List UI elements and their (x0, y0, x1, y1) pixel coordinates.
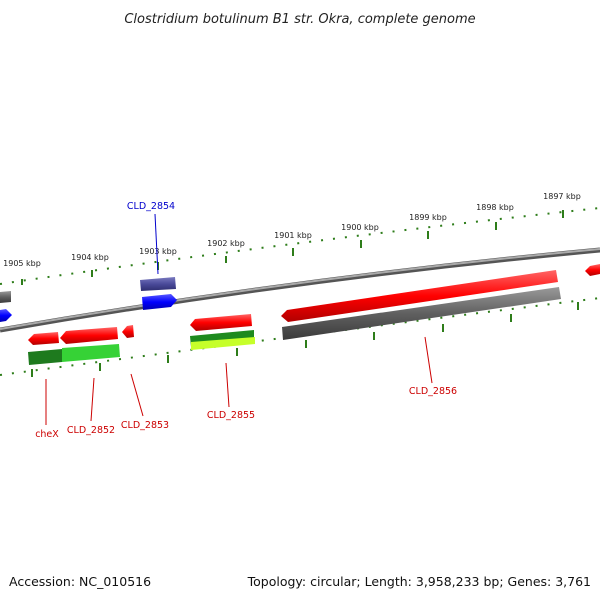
label-chex[interactable]: cheX (35, 429, 59, 440)
outer-major-ticks (21, 210, 564, 285)
tick-label: 1904 kbp (71, 253, 109, 262)
tick-label: 1901 kbp (274, 231, 312, 240)
blue-feature-cld2854[interactable] (142, 294, 177, 310)
gray-feature-edge-left[interactable] (0, 291, 11, 303)
green-feature-chex (28, 349, 62, 365)
map-title: Clostridium botulinum B1 str. Okra, comp… (124, 12, 475, 27)
label-cld2855[interactable]: CLD_2855 (207, 410, 255, 421)
gray-cds-track (282, 287, 561, 340)
green-feature-cld2852 (62, 344, 120, 362)
tick-label: 1905 kbp (3, 259, 41, 268)
gene-cld2855[interactable] (190, 314, 252, 331)
inner-scale-arc (0, 297, 600, 376)
purple-feature-cld2854[interactable] (140, 277, 176, 291)
gene-cld2852[interactable] (60, 327, 118, 344)
blue-feature-edge-left[interactable] (0, 309, 12, 322)
label-cld2853[interactable]: CLD_2853 (121, 420, 169, 431)
tick-label: 1903 kbp (139, 247, 177, 256)
tick-label: 1898 kbp (476, 203, 514, 212)
label-cld2852[interactable]: CLD_2852 (67, 425, 115, 436)
tick-labels: 1905 kbp 1904 kbp 1903 kbp 1902 kbp 1901… (3, 192, 581, 268)
leader-line-cld2853 (130, 373, 144, 417)
leader-line-cld2854 (154, 213, 159, 275)
leader-line-cld2852 (90, 377, 95, 422)
leader-line-cld2856 (424, 336, 433, 384)
outer-scale-arc (0, 207, 600, 285)
label-cld2856[interactable]: CLD_2856 (409, 386, 457, 397)
gene-cld2856[interactable] (281, 270, 558, 322)
accession-text: Accession: NC_010516 (9, 574, 151, 589)
tick-label: 1897 kbp (543, 192, 581, 201)
tick-label: 1900 kbp (341, 223, 379, 232)
tick-label: 1902 kbp (207, 239, 245, 248)
gene-cld2853[interactable] (122, 325, 134, 338)
red-feature-edge-right[interactable] (585, 264, 600, 276)
gene-chex[interactable] (28, 332, 59, 345)
tick-label: 1899 kbp (409, 213, 447, 222)
leader-line-cld2855 (225, 362, 230, 408)
topology-text: Topology: circular; Length: 3,958,233 bp… (247, 574, 591, 589)
genome-backbone-highlight (0, 248, 600, 330)
label-cld2854[interactable]: CLD_2854 (127, 201, 175, 212)
inner-major-ticks (31, 302, 579, 377)
yellow-green-feature-cld2855 (191, 337, 255, 350)
